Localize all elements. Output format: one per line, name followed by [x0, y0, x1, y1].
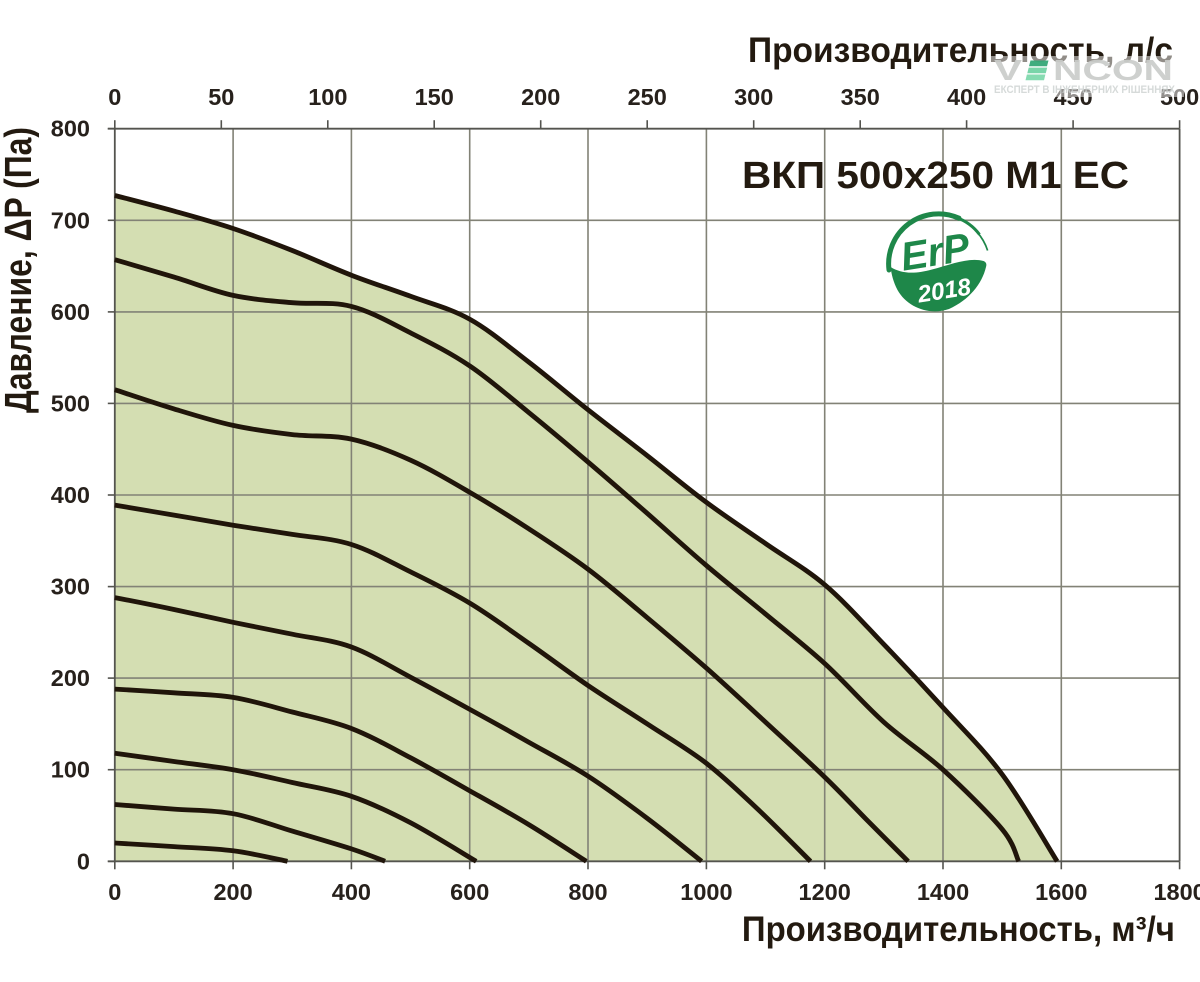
- svg-text:250: 250: [628, 84, 667, 110]
- svg-text:Давление, ΔP (Па): Давление, ΔP (Па): [0, 127, 40, 413]
- svg-text:400: 400: [332, 879, 371, 905]
- svg-text:150: 150: [415, 84, 454, 110]
- svg-text:450: 450: [1053, 84, 1092, 110]
- svg-text:0: 0: [108, 84, 121, 110]
- svg-text:0: 0: [108, 879, 121, 905]
- svg-text:300: 300: [734, 84, 773, 110]
- svg-text:600: 600: [51, 299, 90, 325]
- svg-text:200: 200: [51, 665, 90, 691]
- svg-text:350: 350: [841, 84, 880, 110]
- svg-text:1000: 1000: [680, 879, 732, 905]
- svg-text:ErP: ErP: [898, 225, 973, 279]
- svg-text:300: 300: [51, 574, 90, 600]
- svg-text:1400: 1400: [917, 879, 969, 905]
- svg-text:1200: 1200: [799, 879, 851, 905]
- svg-text:V: V: [994, 55, 1022, 87]
- svg-text:200: 200: [521, 84, 560, 110]
- svg-text:1600: 1600: [1035, 879, 1087, 905]
- svg-text:100: 100: [51, 757, 90, 783]
- svg-text:100: 100: [308, 84, 347, 110]
- svg-text:50: 50: [208, 84, 234, 110]
- svg-text:Производительность, л/с: Производительность, л/с: [748, 31, 1173, 70]
- svg-text:1800: 1800: [1153, 879, 1200, 905]
- svg-text:NCON: NCON: [1053, 55, 1173, 87]
- svg-text:800: 800: [568, 879, 607, 905]
- svg-text:700: 700: [51, 207, 90, 233]
- svg-text:ЕКСПЕРТ В ІНЖЕНЕРНИХ РІШЕННЯХ: ЕКСПЕРТ В ІНЖЕНЕРНИХ РІШЕННЯХ: [994, 84, 1176, 96]
- svg-text:400: 400: [947, 84, 986, 110]
- svg-text:ВКП 500x250 М1 ЕС: ВКП 500x250 М1 ЕС: [742, 155, 1129, 197]
- svg-text:500: 500: [51, 390, 90, 416]
- svg-text:0: 0: [77, 848, 90, 874]
- svg-text:600: 600: [450, 879, 489, 905]
- svg-text:800: 800: [51, 116, 90, 142]
- svg-text:Производительность, м³/ч: Производительность, м³/ч: [742, 910, 1175, 949]
- svg-text:500: 500: [1160, 84, 1199, 110]
- svg-text:400: 400: [51, 482, 90, 508]
- svg-text:200: 200: [213, 879, 252, 905]
